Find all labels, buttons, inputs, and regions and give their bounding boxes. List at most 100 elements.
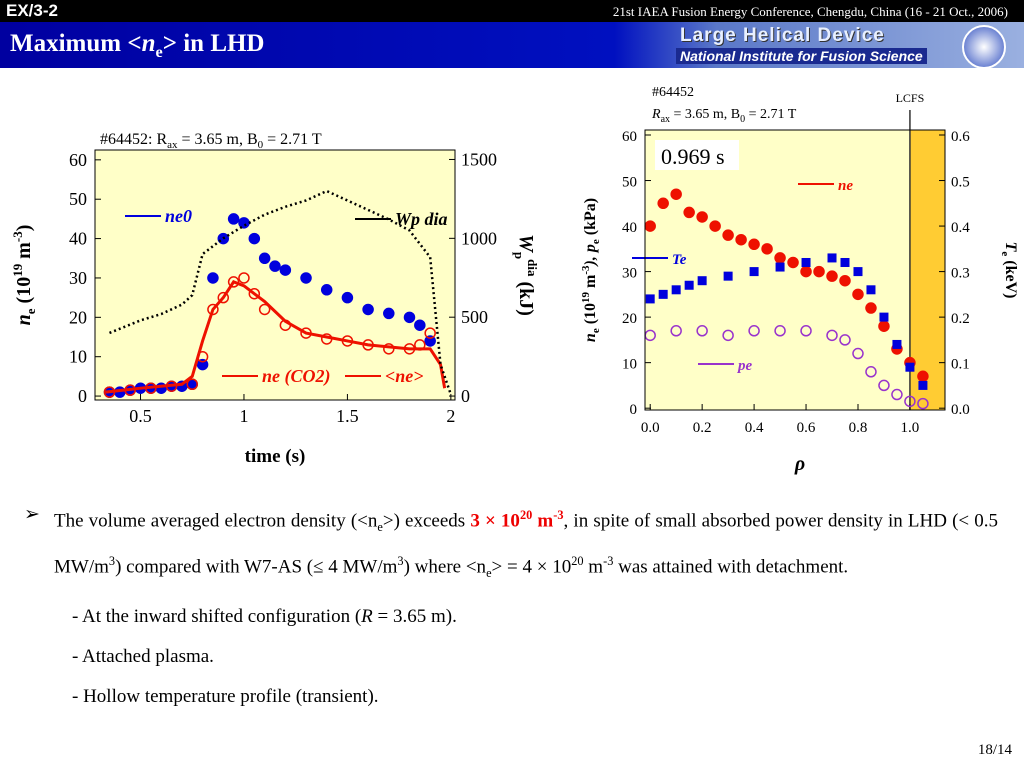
title-part: n bbox=[141, 30, 156, 57]
t: dia bbox=[525, 259, 540, 277]
marker bbox=[248, 287, 261, 300]
marker bbox=[852, 288, 864, 301]
chart-title: #64452 bbox=[652, 85, 694, 100]
series-label: ne (CO2) bbox=[262, 366, 331, 387]
x-tick-label: 1.5 bbox=[336, 406, 359, 426]
marker bbox=[722, 329, 734, 342]
y2-tick-label: 0.3 bbox=[951, 266, 970, 282]
series-label: pe bbox=[736, 358, 753, 374]
y-tick-label: 30 bbox=[622, 266, 637, 282]
marker bbox=[905, 362, 915, 372]
marker bbox=[878, 379, 890, 392]
t: e bbox=[999, 251, 1011, 256]
y-tick-label: 60 bbox=[69, 150, 87, 170]
edge-region bbox=[909, 130, 945, 410]
series-label: ne0 bbox=[165, 206, 192, 226]
marker bbox=[917, 370, 929, 383]
marker bbox=[748, 325, 760, 337]
series-label: <ne> bbox=[385, 366, 424, 386]
marker bbox=[800, 325, 812, 337]
marker bbox=[866, 285, 876, 295]
y-tick-label: 10 bbox=[69, 347, 87, 367]
run: was attained with detachment. bbox=[613, 556, 849, 578]
sub-item: - Hollow temperature profile (transient)… bbox=[72, 686, 379, 708]
marker bbox=[300, 272, 312, 284]
marker bbox=[207, 303, 219, 316]
conference: 21st IAEA Fusion Energy Conference, Chen… bbox=[612, 4, 1008, 19]
marker bbox=[774, 325, 786, 337]
marker bbox=[658, 289, 668, 299]
marker bbox=[709, 220, 721, 232]
t: ax bbox=[661, 114, 670, 125]
run: > = 4 × 10 bbox=[491, 556, 572, 578]
y-label: ne (1019 m-3) bbox=[10, 225, 38, 326]
y-tick-label: 40 bbox=[622, 220, 637, 236]
marker bbox=[878, 320, 890, 332]
marker bbox=[722, 229, 734, 241]
marker bbox=[749, 267, 759, 277]
page-number: 18/14 bbox=[977, 742, 1012, 758]
marker bbox=[918, 380, 928, 390]
marker bbox=[227, 213, 240, 225]
t: n bbox=[13, 314, 35, 325]
annotation-box bbox=[655, 140, 739, 170]
marker bbox=[852, 347, 864, 360]
marker bbox=[826, 329, 838, 342]
t: n bbox=[582, 333, 599, 342]
t: (10 bbox=[13, 277, 35, 309]
series-label: Te bbox=[672, 252, 687, 268]
y2-label: Te (keV) bbox=[999, 242, 1019, 299]
marker bbox=[774, 252, 786, 264]
marker bbox=[186, 378, 198, 391]
y2-tick-label: 0.2 bbox=[951, 311, 970, 327]
x-tick-label: 0.2 bbox=[693, 420, 712, 436]
y-tick-label: 0 bbox=[78, 386, 87, 406]
t: T bbox=[1002, 242, 1019, 253]
marker bbox=[735, 233, 747, 246]
t: W bbox=[515, 234, 537, 253]
run: 3 bbox=[397, 554, 404, 569]
marker bbox=[645, 294, 655, 304]
sub-item: - Attached plasma. bbox=[72, 646, 214, 668]
run: = 3.65 m). bbox=[372, 606, 457, 627]
marker bbox=[748, 238, 760, 251]
title-bar: Maximum <ne> in LHD Large Helical Device… bbox=[0, 22, 1024, 69]
plot-frame bbox=[644, 129, 946, 411]
marker bbox=[840, 257, 850, 267]
y2-label: Wpdia (kJ) bbox=[512, 234, 540, 316]
run: >) exceeds bbox=[382, 510, 471, 532]
run: R bbox=[361, 606, 373, 627]
t: = 3.65 m, B bbox=[178, 131, 258, 148]
bullet: ➢ The volume averaged electron density (<… bbox=[24, 498, 998, 590]
t: (10 bbox=[582, 303, 599, 328]
marker bbox=[238, 272, 250, 284]
y2-tick-label: 0.1 bbox=[951, 357, 970, 373]
x-tick-label: 1.0 bbox=[901, 420, 920, 436]
series-line bbox=[105, 280, 447, 394]
y-tick-label: 20 bbox=[622, 311, 637, 327]
marker bbox=[196, 358, 209, 371]
bullet-marker: ➢ bbox=[24, 504, 40, 525]
marker bbox=[826, 270, 838, 282]
t: (keV) bbox=[1002, 256, 1019, 298]
plot-frame bbox=[94, 149, 456, 401]
marker bbox=[671, 285, 681, 295]
y2-tick-label: 0.4 bbox=[951, 220, 970, 236]
marker bbox=[657, 197, 669, 210]
t: = 2.71 T bbox=[263, 131, 322, 148]
marker bbox=[839, 274, 851, 287]
y2-tick-label: 0.6 bbox=[951, 129, 970, 145]
marker bbox=[217, 291, 230, 304]
marker bbox=[683, 206, 695, 219]
marker bbox=[403, 311, 416, 324]
run: 20 bbox=[571, 554, 584, 569]
t: -3 bbox=[580, 265, 592, 275]
y-tick-label: 30 bbox=[69, 268, 87, 288]
marker bbox=[865, 302, 877, 314]
t: e bbox=[23, 308, 38, 314]
t: 0 bbox=[258, 139, 264, 151]
t: R bbox=[651, 107, 661, 122]
paragraph: The volume averaged electron density (<n… bbox=[30, 498, 998, 590]
y-tick-label: 40 bbox=[69, 229, 87, 249]
t: -3 bbox=[10, 231, 25, 242]
